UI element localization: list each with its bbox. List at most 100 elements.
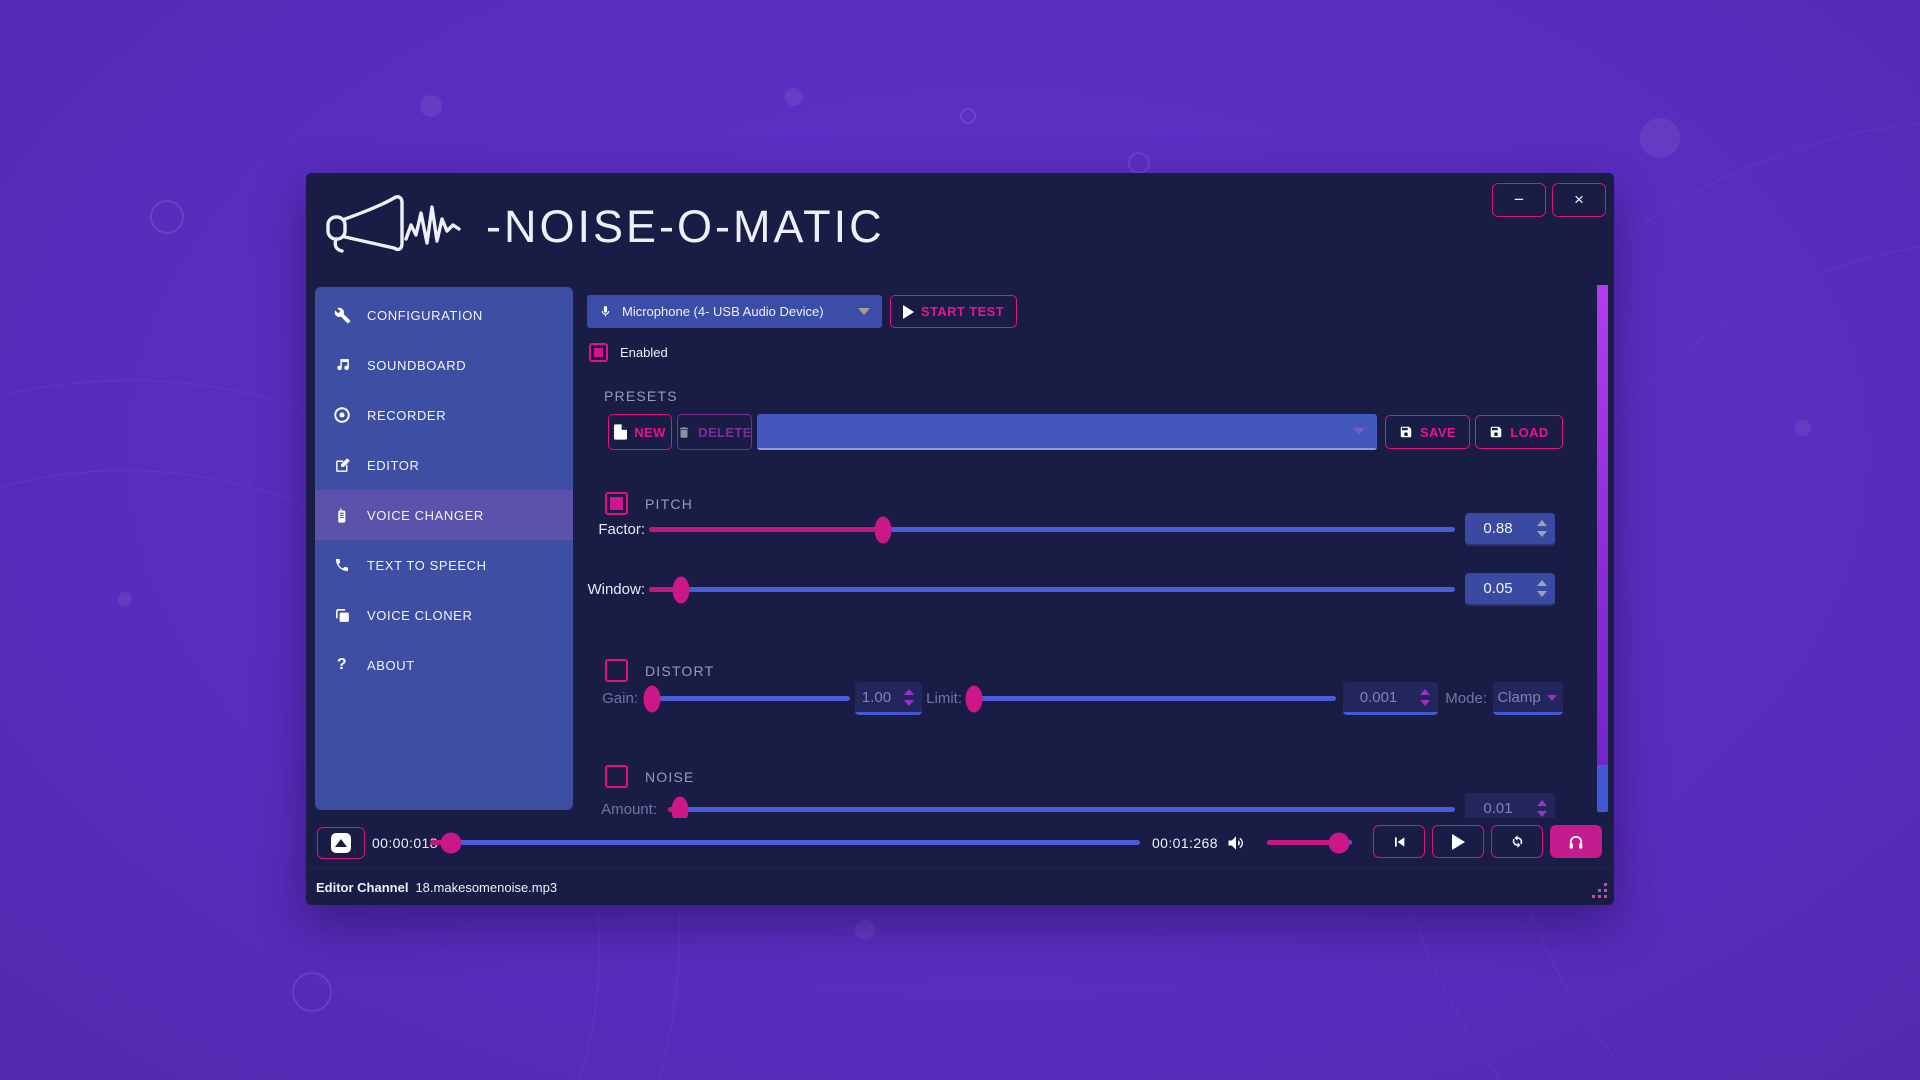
enabled-label: Enabled xyxy=(620,345,668,360)
volume-slider-thumb[interactable] xyxy=(1328,832,1350,853)
pitch-window-spinbox[interactable]: 0.05 xyxy=(1465,573,1555,606)
sidebar-item-recorder[interactable]: RECORDER xyxy=(315,390,573,440)
noise-amount-slider[interactable] xyxy=(668,796,1455,818)
distort-mode-label: Mode: xyxy=(1445,690,1487,707)
noise-section-label: NOISE xyxy=(645,768,695,785)
preset-save-button[interactable]: SAVE xyxy=(1385,415,1470,449)
record-icon xyxy=(332,405,352,425)
distort-mode-value: Clamp xyxy=(1497,688,1541,706)
player-bar: 00:00:018 00:01:268 xyxy=(306,818,1614,868)
distort-limit-label: Limit: xyxy=(926,690,962,707)
skip-to-start-button[interactable] xyxy=(1373,825,1425,858)
preset-delete-button[interactable]: DELETE xyxy=(677,414,752,450)
eject-button[interactable] xyxy=(317,827,365,859)
noise-amount-label: Amount: xyxy=(601,801,657,818)
sidebar-item-label: VOICE CHANGER xyxy=(367,507,484,523)
sidebar-item-configuration[interactable]: CONFIGURATION xyxy=(315,290,573,340)
pitch-window-value: 0.05 xyxy=(1483,580,1513,597)
distort-limit-spinbox[interactable]: 0.001 xyxy=(1343,682,1438,715)
pitch-factor-slider-thumb[interactable] xyxy=(874,516,892,543)
spin-down-icon[interactable] xyxy=(1420,699,1430,706)
microphone-select[interactable]: Microphone (4- USB Audio Device) xyxy=(587,295,882,328)
duration-time: 00:01:268 xyxy=(1152,835,1218,851)
distort-limit-value: 0.001 xyxy=(1359,688,1398,706)
phone-icon xyxy=(332,555,352,575)
pitch-checkbox[interactable] xyxy=(605,492,628,515)
sidebar-item-voice-cloner[interactable]: VOICE CLONER xyxy=(315,590,573,640)
pitch-window-slider[interactable] xyxy=(649,576,1455,603)
chevron-down-icon xyxy=(1353,427,1365,435)
distort-gain-label: Gain: xyxy=(602,690,638,707)
sidebar-item-label: EDITOR xyxy=(367,457,420,473)
spin-down-icon[interactable] xyxy=(1537,810,1547,817)
clone-icon xyxy=(332,605,352,625)
distort-gain-spinbox[interactable]: 1.00 xyxy=(855,682,922,715)
distort-limit-slider-thumb[interactable] xyxy=(965,685,983,712)
headphones-icon xyxy=(1567,833,1585,851)
spin-up-icon[interactable] xyxy=(1420,688,1430,695)
noise-amount-spinbox[interactable]: 0.01 xyxy=(1465,793,1555,818)
volume-slider[interactable] xyxy=(1267,832,1352,853)
content-scrollbar[interactable] xyxy=(1597,285,1608,812)
noise-amount-slider-thumb[interactable] xyxy=(671,796,689,818)
status-file-name: 18.makesomenoise.mp3 xyxy=(415,879,558,895)
enabled-checkbox[interactable] xyxy=(589,343,608,362)
noise-amount-value: 0.01 xyxy=(1483,799,1513,817)
distort-mode-select[interactable]: Clamp xyxy=(1493,682,1563,715)
spin-down-icon[interactable] xyxy=(1537,591,1547,597)
distort-checkbox[interactable] xyxy=(605,659,628,682)
preset-new-button[interactable]: NEW xyxy=(608,414,672,450)
pitch-factor-slider[interactable] xyxy=(649,516,1455,543)
scrollbar-thumb[interactable] xyxy=(1597,285,1608,765)
edit-icon xyxy=(332,455,352,475)
preset-select[interactable] xyxy=(757,414,1377,450)
repeat-button[interactable] xyxy=(1491,825,1543,858)
spin-up-icon[interactable] xyxy=(1537,520,1547,526)
sidebar-item-editor[interactable]: EDITOR xyxy=(315,440,573,490)
spin-down-icon[interactable] xyxy=(1537,531,1547,537)
distort-gain-value: 1.00 xyxy=(861,688,892,706)
monitor-headphones-button[interactable] xyxy=(1550,825,1602,858)
play-icon xyxy=(902,304,914,319)
noise-checkbox[interactable] xyxy=(605,765,628,788)
resize-grip[interactable] xyxy=(1604,895,1607,898)
sidebar-item-about[interactable]: ? ABOUT xyxy=(315,640,573,690)
distort-gain-slider-thumb[interactable] xyxy=(643,685,661,712)
microphone-select-value: Microphone (4- USB Audio Device) xyxy=(622,304,824,319)
start-test-label: START TEST xyxy=(920,304,1005,319)
wrench-icon xyxy=(332,305,352,325)
distort-limit-slider[interactable] xyxy=(965,685,1336,712)
sidebar-item-text-to-speech[interactable]: TEXT TO SPEECH xyxy=(315,540,573,590)
new-file-icon xyxy=(614,424,628,440)
volume-icon[interactable] xyxy=(1226,833,1246,858)
app-title: -NOISE-O-MATIC xyxy=(486,201,885,252)
close-button[interactable]: × xyxy=(1552,183,1606,217)
minimize-button[interactable]: − xyxy=(1492,183,1546,217)
skip-to-start-icon xyxy=(1391,834,1407,850)
sidebar-item-soundboard[interactable]: SOUNDBOARD xyxy=(315,340,573,390)
progress-slider-thumb[interactable] xyxy=(440,832,462,853)
walkie-talkie-icon xyxy=(332,505,352,525)
preset-save-label: SAVE xyxy=(1419,424,1457,440)
preset-new-label: NEW xyxy=(634,424,666,440)
pitch-factor-value: 0.88 xyxy=(1483,520,1513,537)
status-channel-label: Editor Channel xyxy=(316,879,409,895)
spin-up-icon[interactable] xyxy=(1537,799,1547,806)
pitch-window-slider-thumb[interactable] xyxy=(672,576,690,603)
sidebar-item-voice-changer[interactable]: VOICE CHANGER xyxy=(315,490,573,540)
sidebar-item-label: ABOUT xyxy=(367,657,415,673)
start-test-button[interactable]: START TEST xyxy=(890,295,1017,328)
spin-down-icon[interactable] xyxy=(904,699,914,706)
load-floppy-icon xyxy=(1489,425,1503,439)
play-button[interactable] xyxy=(1432,825,1484,858)
pitch-factor-spinbox[interactable]: 0.88 xyxy=(1465,513,1555,546)
preset-load-button[interactable]: LOAD xyxy=(1475,415,1563,449)
spin-up-icon[interactable] xyxy=(1537,580,1547,586)
sidebar-item-label: TEXT TO SPEECH xyxy=(367,557,487,573)
app-window: − × -NOISE-O-MATIC CONFIGURATION xyxy=(306,173,1614,905)
microphone-icon xyxy=(599,303,612,320)
voice-changer-panel: Microphone (4- USB Audio Device) START T… xyxy=(587,287,1597,818)
spin-up-icon[interactable] xyxy=(904,688,914,695)
progress-slider[interactable] xyxy=(430,832,1140,853)
distort-gain-slider[interactable] xyxy=(643,685,850,712)
